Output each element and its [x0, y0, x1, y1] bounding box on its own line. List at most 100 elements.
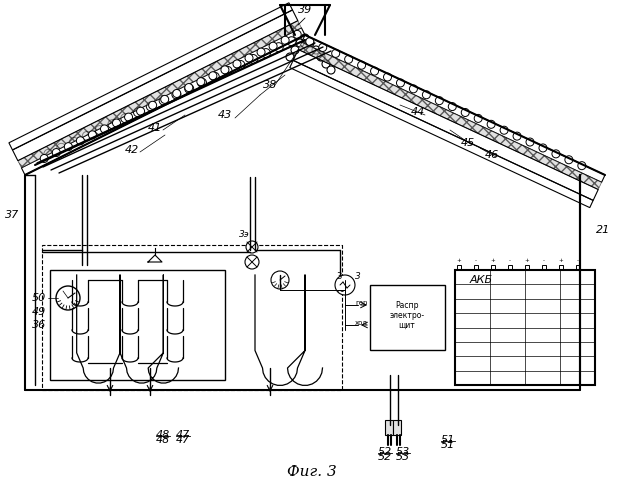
Circle shape	[108, 120, 117, 128]
Circle shape	[287, 37, 296, 46]
Bar	[42, 245, 342, 390]
Text: 50: 50	[32, 293, 46, 303]
Circle shape	[137, 107, 144, 115]
Circle shape	[233, 60, 241, 68]
Circle shape	[317, 53, 325, 61]
Circle shape	[159, 96, 168, 105]
Text: +: +	[524, 258, 529, 263]
Bar	[393, 420, 401, 435]
Circle shape	[306, 38, 314, 46]
Circle shape	[578, 162, 586, 170]
Text: 49: 49	[32, 307, 46, 317]
Text: 42: 42	[125, 145, 139, 155]
Text: 21: 21	[596, 225, 610, 235]
Text: 52: 52	[378, 447, 392, 457]
Circle shape	[539, 144, 547, 152]
Polygon shape	[18, 20, 301, 168]
Text: 3: 3	[355, 272, 361, 281]
Bar	[491, 265, 495, 270]
Circle shape	[261, 48, 271, 58]
Circle shape	[44, 149, 53, 158]
Bar	[542, 265, 546, 270]
Circle shape	[76, 136, 84, 144]
Bar	[559, 265, 563, 270]
Circle shape	[149, 102, 157, 110]
Circle shape	[185, 84, 192, 92]
Circle shape	[198, 78, 206, 87]
Text: Фиг. 3: Фиг. 3	[287, 465, 337, 479]
Circle shape	[223, 66, 232, 76]
Text: 41: 41	[148, 123, 162, 133]
Circle shape	[257, 48, 265, 56]
Text: 47: 47	[176, 435, 190, 445]
Circle shape	[335, 275, 355, 295]
Circle shape	[56, 286, 80, 310]
Circle shape	[344, 56, 352, 64]
Circle shape	[82, 132, 91, 140]
Circle shape	[121, 114, 130, 122]
Bar	[525, 265, 529, 270]
Bar	[385, 420, 393, 435]
Text: 53: 53	[396, 447, 410, 457]
Text: щит: щит	[399, 320, 416, 330]
Text: Распр: Распр	[395, 300, 419, 310]
Circle shape	[64, 142, 72, 150]
Text: -: -	[543, 258, 545, 263]
Polygon shape	[298, 42, 602, 190]
Bar	[576, 265, 580, 270]
Circle shape	[124, 113, 132, 121]
Text: -: -	[509, 258, 511, 263]
Circle shape	[332, 50, 340, 58]
Text: 43: 43	[218, 110, 232, 120]
Text: 44: 44	[411, 107, 425, 117]
Circle shape	[112, 119, 121, 127]
Circle shape	[291, 46, 299, 54]
Text: гор: гор	[355, 300, 367, 306]
Circle shape	[293, 30, 301, 38]
Circle shape	[327, 66, 335, 74]
Circle shape	[245, 255, 259, 269]
Circle shape	[409, 85, 418, 93]
Bar	[370, 285, 445, 350]
Text: 51: 51	[441, 440, 455, 450]
Circle shape	[552, 150, 560, 158]
Text: 39: 39	[298, 5, 312, 15]
Circle shape	[396, 79, 404, 87]
Circle shape	[312, 46, 320, 54]
Text: -: -	[577, 258, 579, 263]
Circle shape	[322, 60, 330, 68]
Circle shape	[173, 90, 181, 98]
Text: -: -	[475, 258, 477, 263]
Circle shape	[88, 131, 96, 139]
Text: ~: ~	[337, 287, 345, 297]
Text: 46: 46	[485, 150, 499, 160]
Circle shape	[306, 39, 314, 47]
Circle shape	[95, 126, 104, 134]
Bar	[50, 270, 225, 380]
Text: хол: хол	[355, 320, 368, 326]
Circle shape	[301, 34, 309, 42]
Text: 48: 48	[156, 430, 170, 440]
Circle shape	[69, 138, 79, 146]
Text: 45: 45	[461, 138, 475, 148]
Bar	[457, 265, 461, 270]
Circle shape	[526, 138, 534, 146]
Circle shape	[246, 241, 258, 253]
Circle shape	[269, 42, 277, 50]
Bar	[508, 265, 512, 270]
Text: 38: 38	[263, 80, 277, 90]
Text: +: +	[559, 258, 563, 263]
Circle shape	[513, 132, 521, 140]
Circle shape	[565, 156, 573, 164]
Circle shape	[296, 39, 304, 47]
Circle shape	[40, 154, 48, 162]
Text: электро-: электро-	[389, 310, 424, 320]
Text: 47: 47	[176, 430, 190, 440]
Circle shape	[274, 42, 283, 51]
Circle shape	[422, 91, 431, 99]
Circle shape	[221, 66, 229, 74]
Text: 51: 51	[441, 435, 455, 445]
Circle shape	[209, 72, 217, 80]
Circle shape	[172, 90, 181, 99]
Circle shape	[319, 44, 327, 52]
